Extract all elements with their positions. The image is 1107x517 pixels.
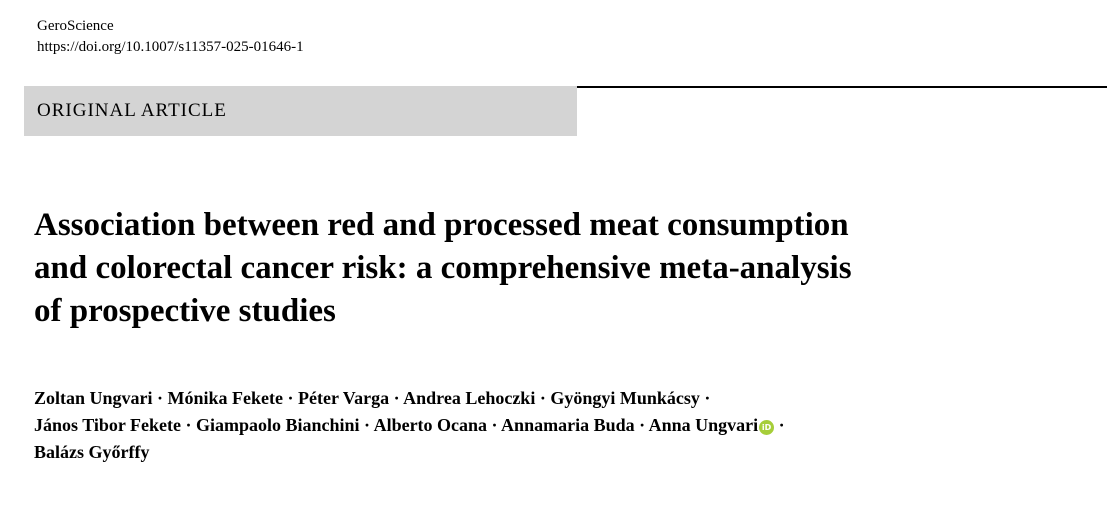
author-line: Balázs Győrffy <box>34 442 150 462</box>
title-line: and colorectal cancer risk: a comprehens… <box>34 250 852 286</box>
doi-link[interactable]: https://doi.org/10.1007/s11357-025-01646… <box>37 39 304 55</box>
author-list: Zoltan Ungvari · Mónika Fekete · Péter V… <box>34 385 1094 466</box>
orcid-icon[interactable]: iD <box>759 420 775 435</box>
article-type-label: ORIGINAL ARTICLE <box>24 86 577 136</box>
author-separator: · <box>774 415 785 435</box>
journal-name: GeroScience <box>37 18 114 34</box>
author-line-text: János Tibor Fekete · Giampaolo Bianchini… <box>34 415 759 435</box>
author-line: Zoltan Ungvari · Mónika Fekete · Péter V… <box>34 388 711 408</box>
title-line: of prospective studies <box>34 293 336 329</box>
author-line: János Tibor Fekete · Giampaolo Bianchini… <box>34 412 1094 439</box>
title-line: Association between red and processed me… <box>34 207 849 243</box>
header-rule <box>577 86 1107 88</box>
article-title: Association between red and processed me… <box>34 204 1094 333</box>
